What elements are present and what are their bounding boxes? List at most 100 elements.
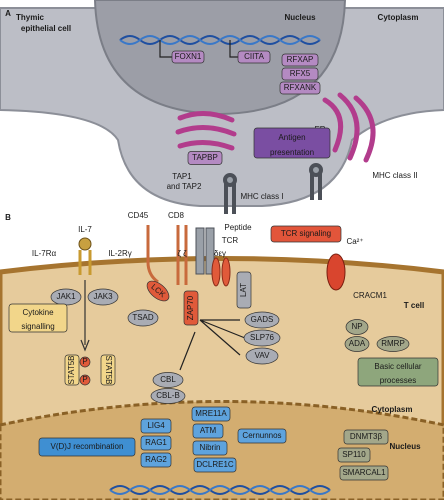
label: SMARCAL1 [342,468,386,477]
label: and TAP2 [167,182,202,191]
box [236,271,252,309]
node [146,280,170,302]
label: B [5,213,11,222]
label: TSAD [132,313,154,322]
label: Nucleus [284,13,316,22]
label: VAV [255,351,270,360]
node [344,336,370,352]
label: IL-7 [78,225,92,234]
box [140,418,172,434]
node [79,356,91,368]
box [237,428,287,444]
label: TCR signaling [281,229,331,238]
box [38,437,136,457]
label: ζ ζ [177,249,187,258]
node [79,374,91,386]
label: Peptide [224,223,252,232]
label: ATM [200,426,217,435]
label: presentation [270,148,314,157]
label: LIG4 [147,421,165,430]
label: Basic cellular [374,362,421,371]
label: TAP1 [172,172,192,181]
box [192,440,228,456]
node [345,319,369,335]
label: GADS [251,315,274,324]
label: DCLRE1C [196,460,234,469]
label: Cernunnos [242,431,281,440]
label: RAG2 [145,455,167,464]
label: RFX5 [290,69,311,78]
label: JAK1 [56,292,76,301]
label: Thymic [16,13,45,22]
box [253,127,331,159]
label: T cell [404,301,424,310]
box [191,406,231,422]
box [279,81,321,95]
arrow [159,40,238,58]
box [187,151,223,165]
label: Nucleus [389,442,421,451]
label: ZAP70 [186,295,195,320]
label: MRE11A [195,409,227,418]
label: NP [351,322,362,331]
label: CD8 [168,211,185,220]
label: RMRP [381,339,405,348]
label: FOXN1 [175,52,202,61]
label: STAT5B [67,355,76,384]
label: JAK3 [93,292,113,301]
node [150,388,186,404]
label: P [82,375,87,384]
dna [109,485,331,495]
label: δεγ [214,249,226,258]
label: A [5,9,11,18]
label: MHC class I [240,192,283,201]
label: Cytokine [22,308,54,317]
label: ADA [349,339,366,348]
label: processes [380,376,416,385]
label: Cytoplasm [372,405,413,414]
box [281,67,319,81]
box [64,354,80,386]
box [339,465,389,481]
label: RAG1 [145,438,167,447]
label: DNMT3β [350,432,383,441]
golgi [175,111,237,151]
label: STAT5B [104,355,113,384]
label: IL-7Rα [32,249,57,258]
label: Ca²⁺ [346,237,363,246]
receptors [78,225,346,371]
label: TCR [222,236,239,245]
box [357,357,439,387]
box [140,435,172,451]
box [237,50,271,64]
label: Cytoplasm [378,13,419,22]
node [376,336,410,352]
label: P [82,357,87,366]
box [171,50,205,64]
label: IL-2Rγ [108,249,132,258]
label: TAPBP [192,153,218,162]
mhc-class-i [223,173,237,214]
box [343,429,389,445]
label: SP110 [342,450,366,459]
box [193,457,237,473]
label: CBL-B [156,391,180,400]
label: SLP76 [250,333,275,342]
er [322,92,376,163]
label: CRACM1 [353,291,387,300]
box [270,225,342,243]
box [281,53,319,67]
node [87,288,119,306]
label: RFXANK [284,83,317,92]
box [192,423,224,439]
node [245,347,279,365]
node [152,372,184,388]
label: RFXAP [287,55,314,64]
label: MHC class II [372,171,417,180]
box [140,452,172,468]
label: CIITA [244,52,265,61]
box [183,290,199,326]
label: CBL [160,375,176,384]
node [243,329,281,347]
